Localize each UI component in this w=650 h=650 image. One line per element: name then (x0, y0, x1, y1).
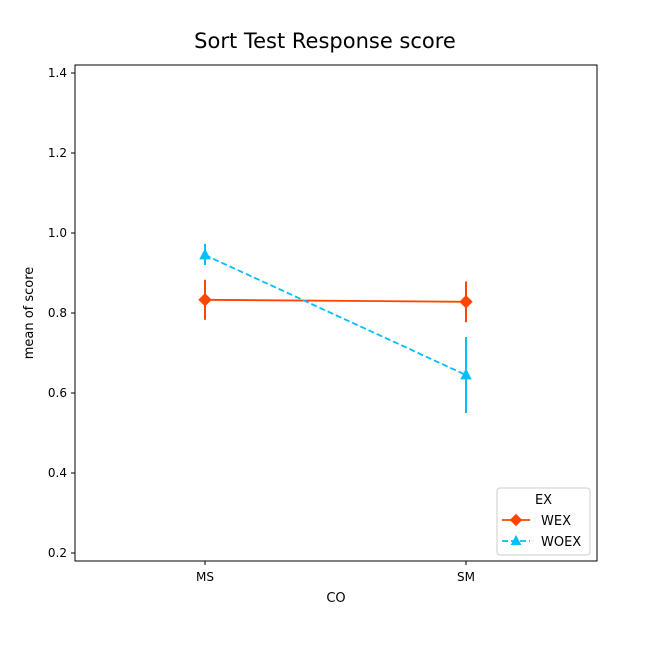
legend-marker-woex (510, 534, 522, 545)
legend-marker-wex (509, 513, 523, 527)
legend: EX WEX WOEX (496, 487, 591, 556)
series-line-wex (204, 298, 467, 303)
y-tick-label: 1.0 (48, 226, 67, 240)
plot-frame (74, 64, 598, 562)
plot-area (198, 243, 473, 413)
y-tick-label: 0.6 (48, 386, 67, 400)
y-tick-label: 0.2 (48, 546, 67, 560)
x-tick-label: SM (457, 570, 475, 584)
data-point-woex (460, 368, 472, 380)
axes: 0.2 0.4 0.6 0.8 1.0 1.2 1.4 MS SM (48, 66, 475, 584)
legend-label-wex: WEX (541, 514, 571, 529)
chart-title: Sort Test Response score (194, 29, 456, 53)
legend-title: EX (535, 493, 552, 508)
data-point-wex (459, 295, 473, 309)
x-axis-label: CO (326, 591, 345, 606)
data-point-wex (198, 293, 212, 307)
y-axis-label: mean of score (22, 267, 37, 360)
legend-box (496, 487, 591, 556)
data-point-woex (199, 248, 211, 260)
y-tick-label: 1.4 (48, 66, 67, 80)
y-tick-label: 0.4 (48, 466, 67, 480)
x-tick-label: MS (196, 570, 214, 584)
series-line-woex (204, 254, 467, 376)
legend-label-woex: WOEX (541, 535, 581, 550)
y-tick-label: 0.8 (48, 306, 67, 320)
y-tick-label: 1.2 (48, 146, 67, 160)
